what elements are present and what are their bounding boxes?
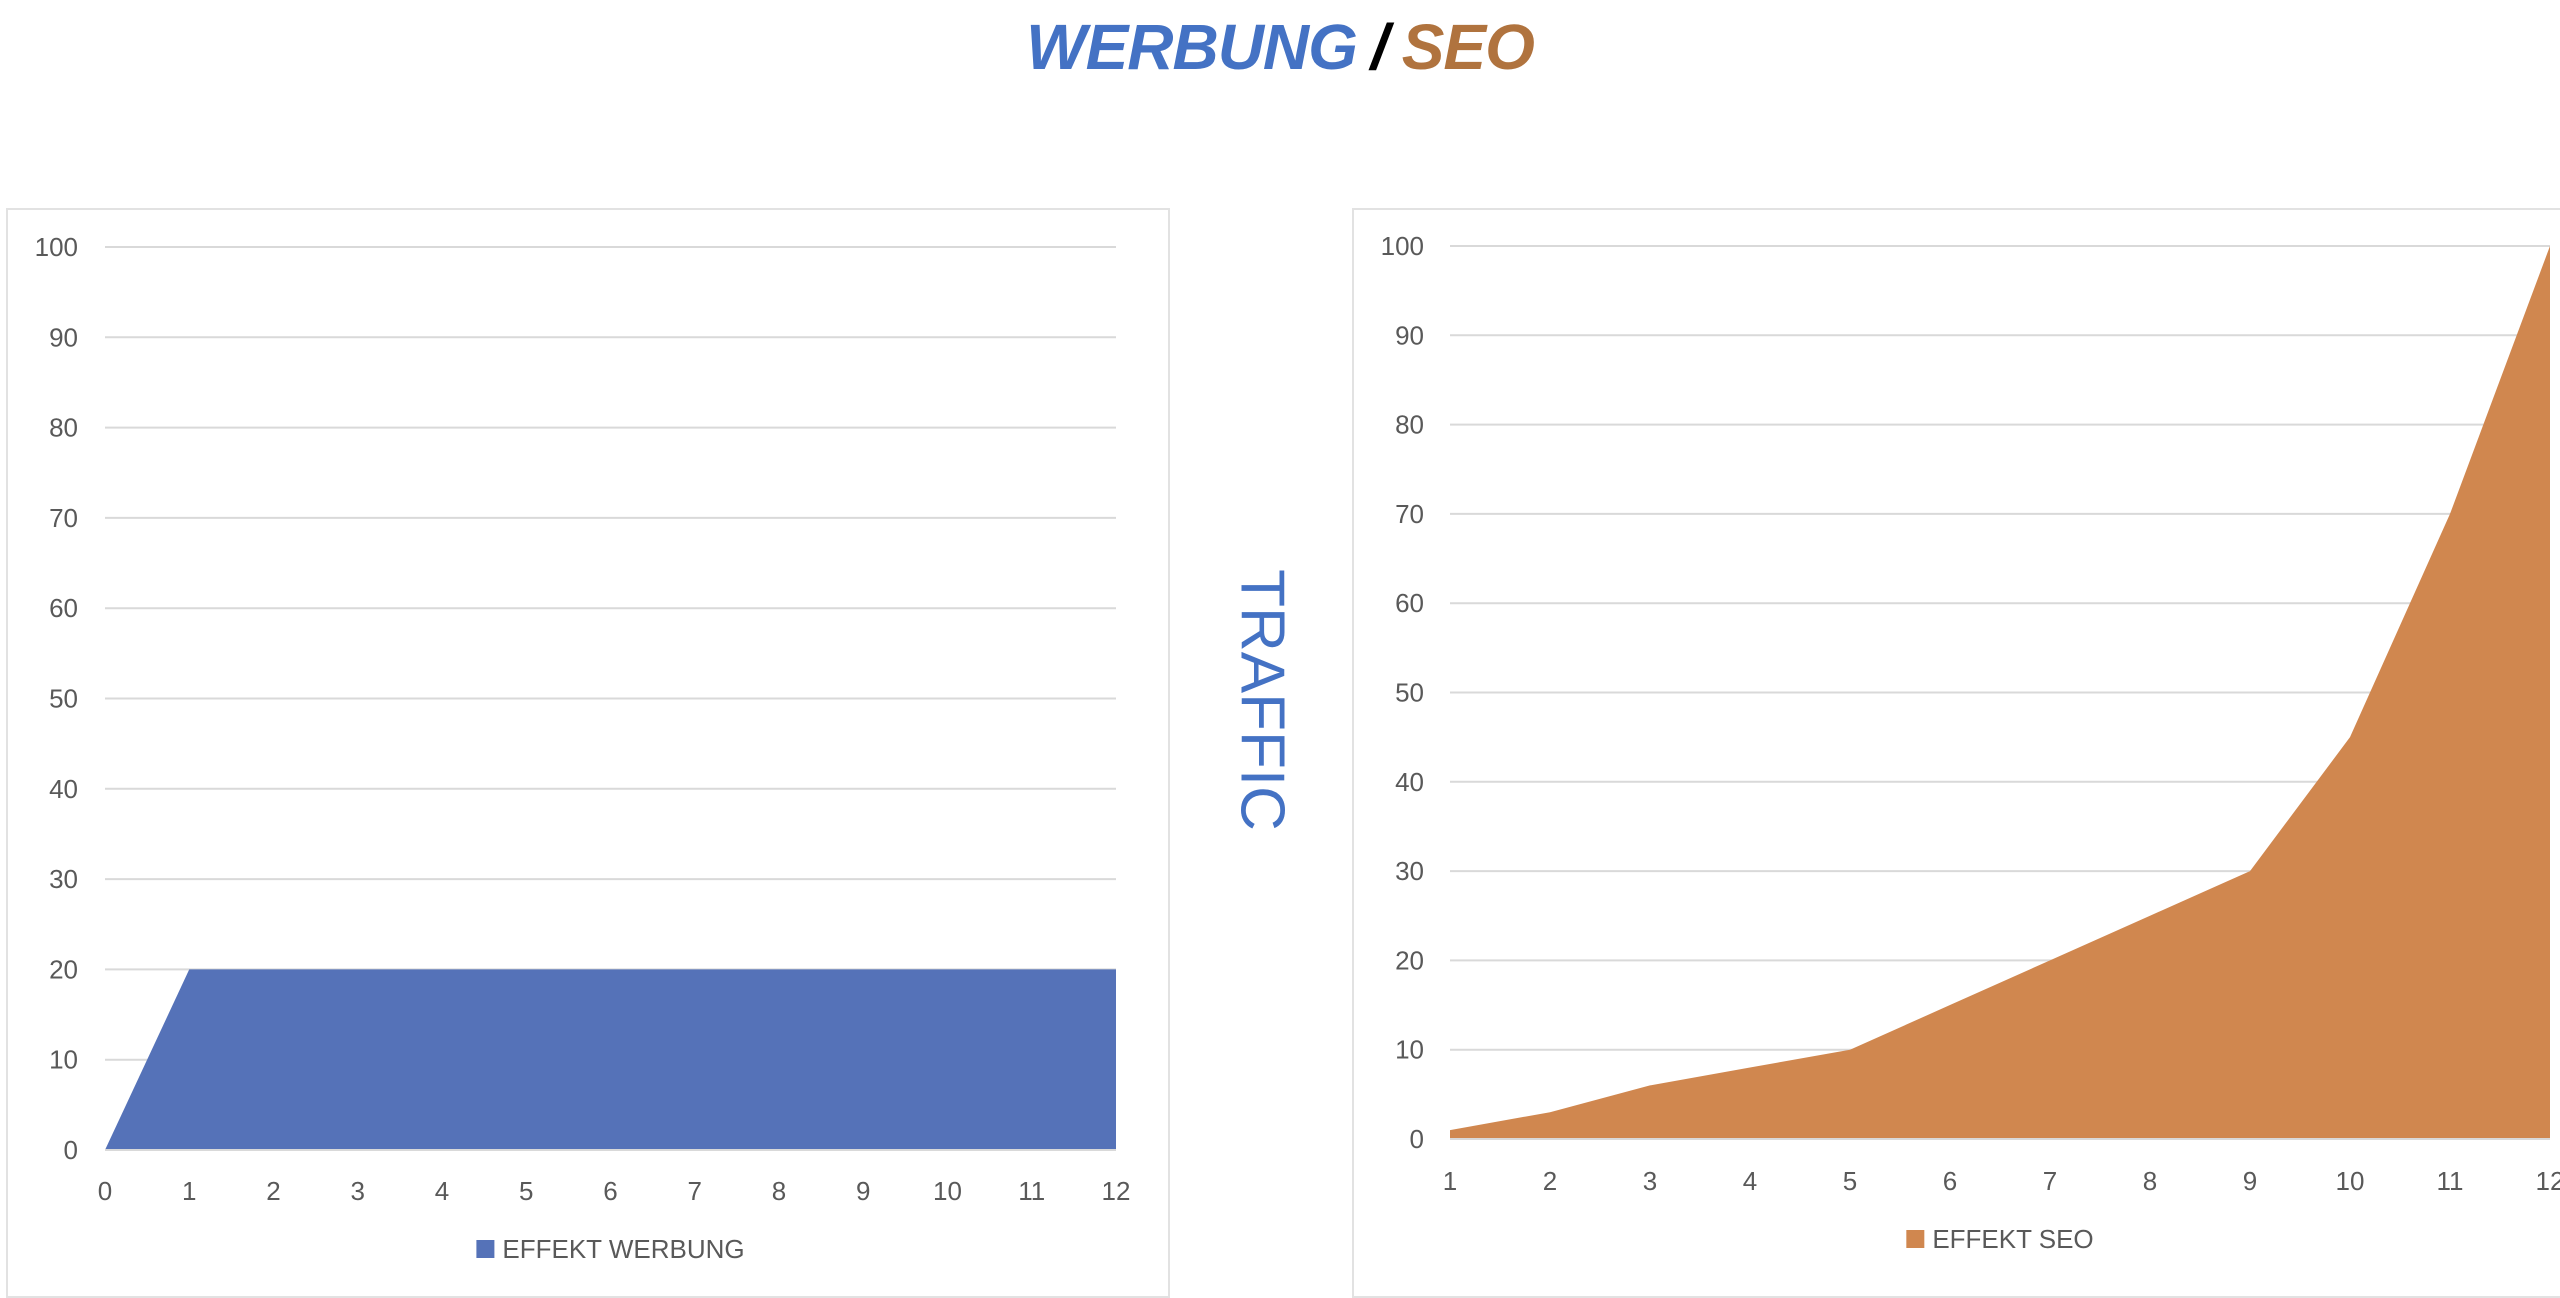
y-tick-label: 30 — [49, 864, 78, 894]
legend-swatch-seo — [1906, 1230, 1925, 1248]
y-tick-label: 60 — [1395, 588, 1424, 618]
x-tick-label: 11 — [1018, 1176, 1045, 1206]
x-tick-label: 5 — [1843, 1166, 1857, 1196]
y-tick-label: 40 — [1395, 767, 1424, 797]
x-tick-label: 2 — [1543, 1166, 1557, 1196]
y-tick-label: 10 — [49, 1045, 78, 1075]
x-tick-label: 10 — [2336, 1166, 2365, 1196]
y-tick-label: 0 — [64, 1135, 78, 1165]
x-tick-label: 11 — [2437, 1166, 2464, 1196]
area-series-seo — [1450, 246, 2550, 1139]
x-tick-label: 12 — [1102, 1176, 1131, 1206]
x-tick-label: 12 — [2536, 1166, 2560, 1196]
x-tick-label: 5 — [519, 1176, 533, 1206]
y-tick-label: 70 — [1395, 499, 1424, 529]
y-tick-label: 50 — [1395, 678, 1424, 708]
y-tick-label: 90 — [49, 322, 78, 352]
legend-label-werbung: EFFEKT WERBUNG — [502, 1234, 744, 1264]
y-tick-label: 80 — [1395, 410, 1424, 440]
x-tick-label: 9 — [856, 1176, 870, 1206]
y-tick-label: 100 — [1381, 231, 1424, 261]
title-werbung: WERBUNG — [1026, 11, 1358, 83]
x-tick-label: 8 — [772, 1176, 786, 1206]
x-tick-label: 4 — [435, 1176, 449, 1206]
x-tick-label: 4 — [1743, 1166, 1757, 1196]
y-tick-label: 20 — [49, 954, 78, 984]
x-tick-label: 6 — [1943, 1166, 1957, 1196]
y-tick-label: 0 — [1410, 1124, 1424, 1154]
y-tick-label: 90 — [1395, 320, 1424, 350]
x-tick-label: 0 — [98, 1176, 112, 1206]
title-separator: / — [1370, 11, 1389, 83]
y-tick-label: 70 — [49, 503, 78, 533]
y-tick-label: 20 — [1395, 945, 1424, 975]
page-title: WERBUNG / SEO — [0, 10, 2560, 84]
area-series-werbung — [105, 969, 1116, 1150]
y-tick-label: 50 — [49, 684, 78, 714]
x-tick-label: 3 — [1643, 1166, 1657, 1196]
y-tick-label: 40 — [49, 774, 78, 804]
legend-swatch-werbung — [476, 1240, 495, 1258]
title-seo: SEO — [1401, 11, 1535, 83]
y-tick-label: 30 — [1395, 856, 1424, 886]
x-tick-label: 9 — [2243, 1166, 2257, 1196]
x-tick-label: 3 — [351, 1176, 365, 1206]
y-tick-label: 10 — [1395, 1035, 1424, 1065]
x-tick-label: 1 — [182, 1176, 196, 1206]
x-tick-label: 6 — [603, 1176, 617, 1206]
y-tick-label: 80 — [49, 413, 78, 443]
traffic-axis-label: TRAFFIC — [1227, 569, 1297, 831]
x-tick-label: 1 — [1443, 1166, 1457, 1196]
y-tick-label: 100 — [35, 232, 78, 262]
legend-label-seo: EFFEKT SEO — [1932, 1224, 2093, 1254]
x-tick-label: 2 — [266, 1176, 280, 1206]
x-tick-label: 7 — [2043, 1166, 2057, 1196]
x-tick-label: 10 — [933, 1176, 962, 1206]
x-tick-label: 7 — [688, 1176, 702, 1206]
x-tick-label: 8 — [2143, 1166, 2157, 1196]
y-tick-label: 60 — [49, 593, 78, 623]
